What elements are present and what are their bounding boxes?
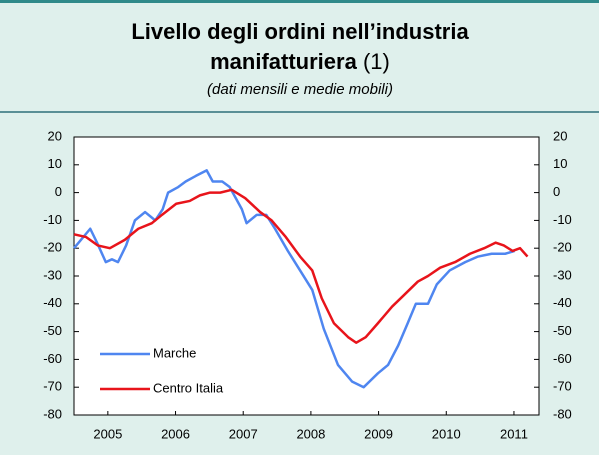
x-tick-label: 2010 xyxy=(432,426,461,441)
y2-tick-label: 20 xyxy=(553,128,567,143)
y2-tick-label: -10 xyxy=(553,212,572,227)
x-tick-label: 2008 xyxy=(296,426,325,441)
y-tick-label: -50 xyxy=(43,323,62,338)
y-tick-label: -20 xyxy=(43,240,62,255)
y2-tick-label: -40 xyxy=(553,295,572,310)
y2-tick-label: 10 xyxy=(553,156,567,171)
x-tick-label: 2011 xyxy=(500,426,528,441)
chart-title-line2: manifatturiera (1) xyxy=(210,49,390,74)
y-tick-label: -10 xyxy=(43,212,62,227)
series-line xyxy=(73,169,515,389)
y-tick-label: -80 xyxy=(43,406,62,421)
y2-tick-label: -80 xyxy=(553,406,572,421)
y-tick-label: 20 xyxy=(48,128,62,143)
y-tick-label: -30 xyxy=(43,267,62,282)
y2-tick-label: 0 xyxy=(553,184,560,199)
title-note: (1) xyxy=(363,49,390,74)
y2-tick-label: -50 xyxy=(553,323,572,338)
y-tick-label: 0 xyxy=(55,184,62,199)
y-tick-label: 10 xyxy=(48,156,62,171)
y-tick-label: -60 xyxy=(43,351,62,366)
y-tick-label: -40 xyxy=(43,295,62,310)
legend-label: Centro Italia xyxy=(153,380,224,395)
plot-area xyxy=(73,136,540,416)
x-tick-label: 2006 xyxy=(161,426,190,441)
y2-tick-label: -30 xyxy=(553,267,572,282)
y-tick-label: -70 xyxy=(43,379,62,394)
y2-tick-label: -20 xyxy=(553,240,572,255)
chart-title: Livello degli ordini nell’industria xyxy=(131,19,469,44)
legend-label: Marche xyxy=(153,345,196,360)
y2-tick-label: -60 xyxy=(553,351,572,366)
x-tick-label: 2005 xyxy=(93,426,122,441)
title-line2: manifatturiera xyxy=(210,49,357,74)
chart-subtitle: (dati mensili e medie mobili) xyxy=(207,81,393,98)
series-line xyxy=(73,188,529,344)
x-tick-label: 2007 xyxy=(229,426,258,441)
top-band xyxy=(0,0,599,3)
x-tick-label: 2009 xyxy=(364,426,393,441)
y2-tick-label: -70 xyxy=(553,379,572,394)
